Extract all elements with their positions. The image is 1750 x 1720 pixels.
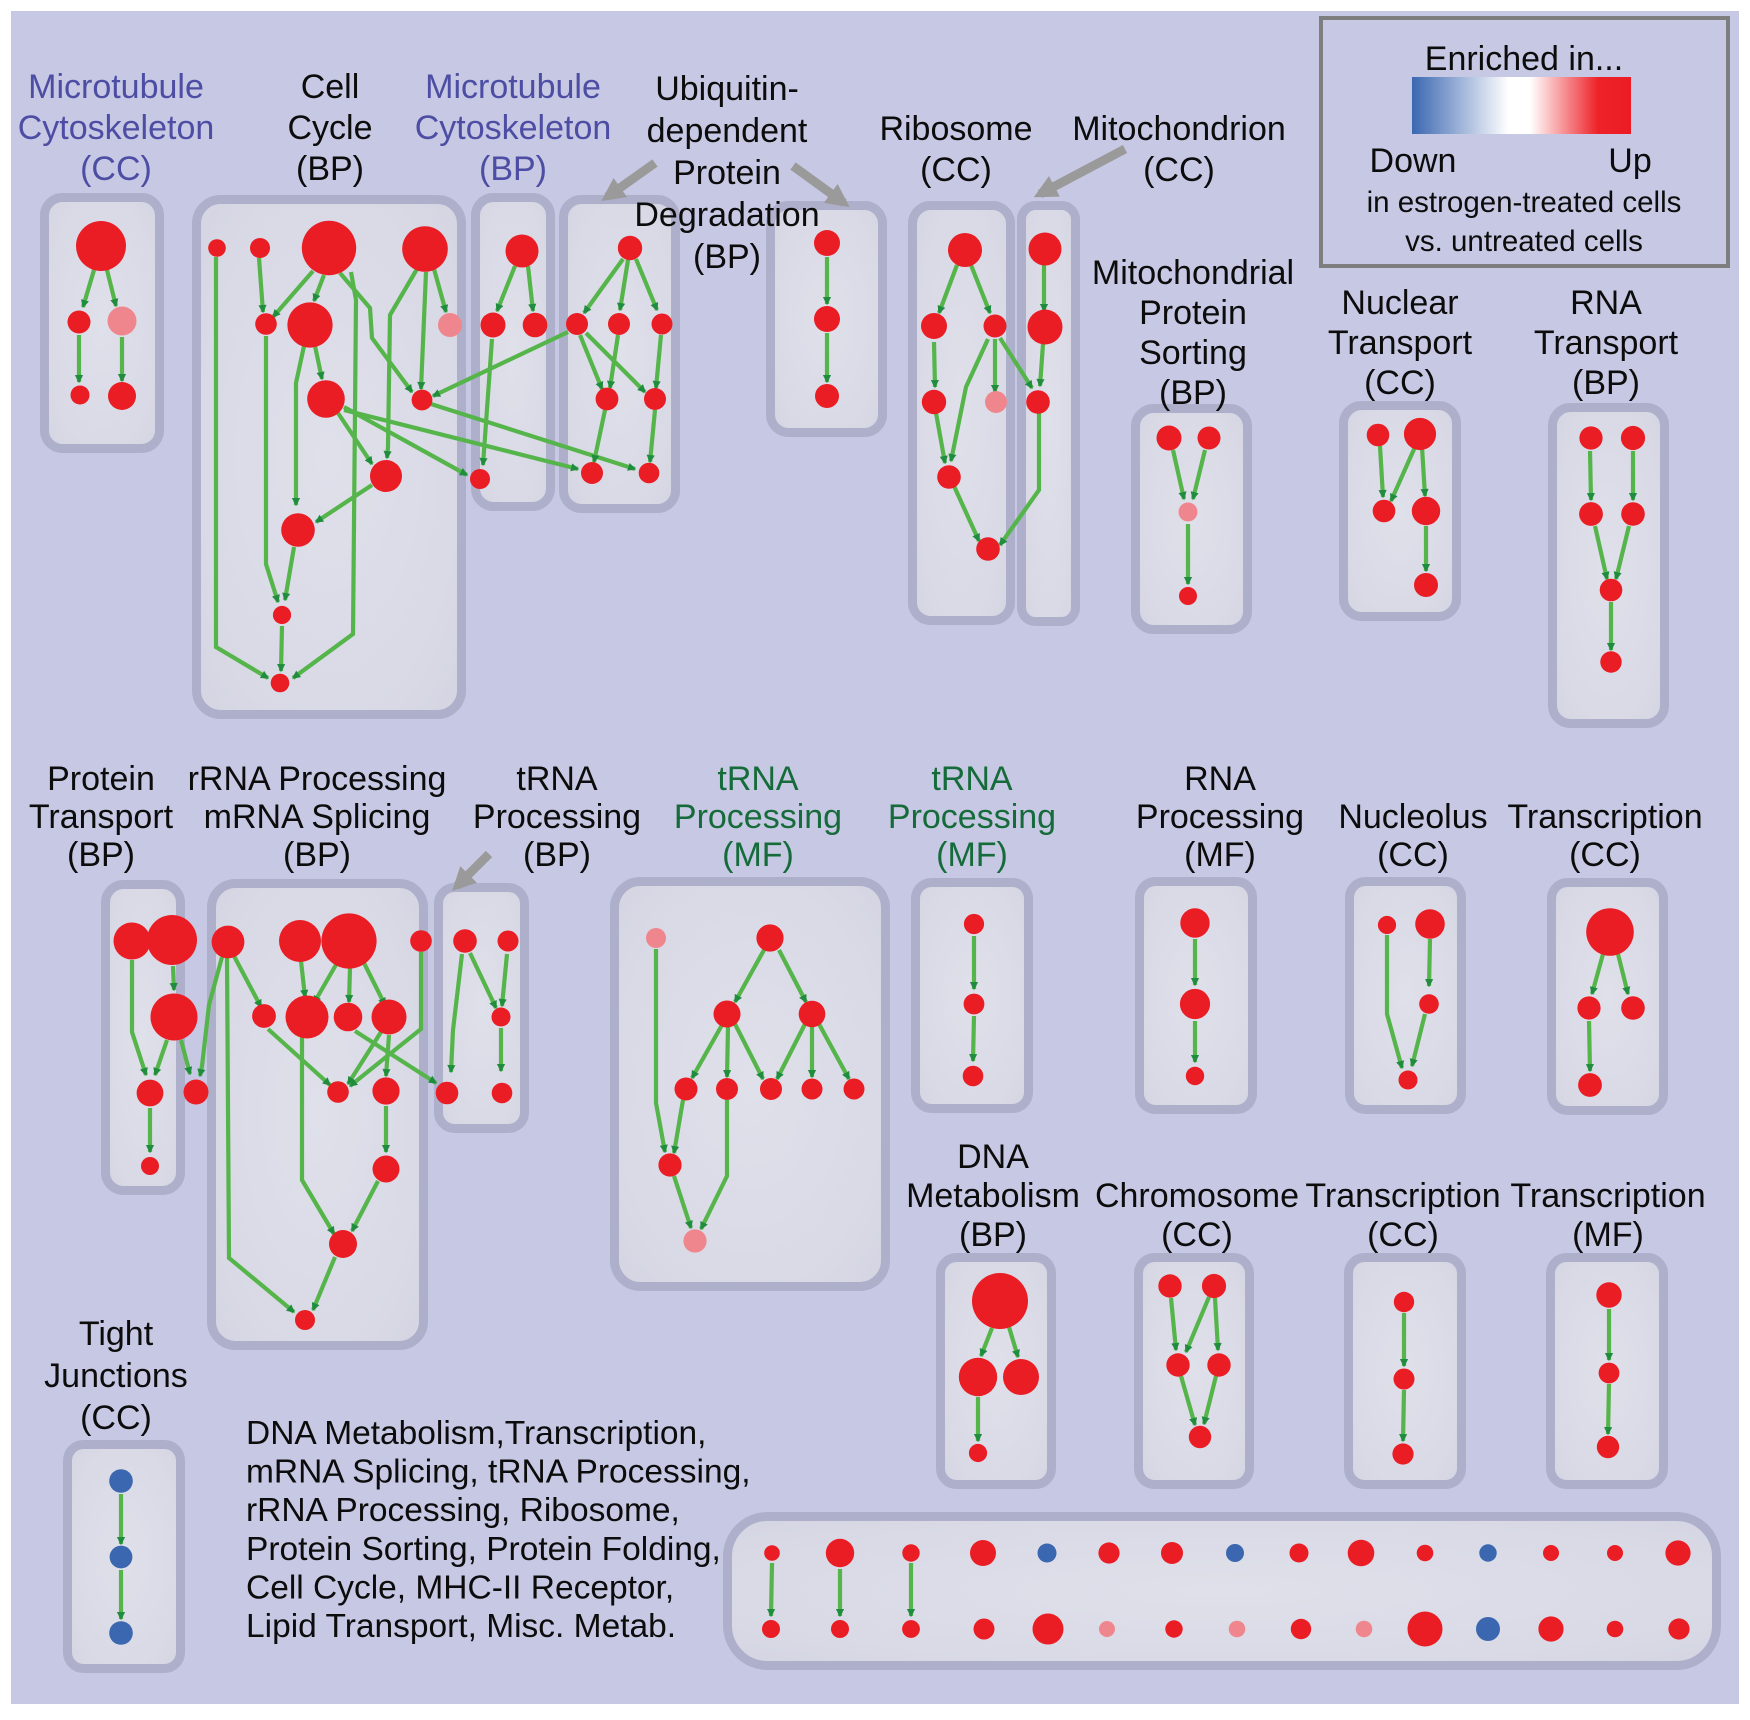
svg-text:vs. untreated cells: vs. untreated cells: [1405, 225, 1643, 258]
svg-text:in estrogen-treated cells: in estrogen-treated cells: [1367, 186, 1682, 219]
svg-text:Down: Down: [1370, 142, 1457, 180]
svg-text:Transcription(CC): Transcription (CC): [1507, 798, 1702, 874]
svg-text:Mitochondrion(CC): Mitochondrion (CC): [1072, 110, 1286, 189]
svg-text:DNA Metabolism,Transcription,m: DNA Metabolism,Transcription, mRNA Splici…: [246, 1415, 751, 1645]
svg-text:Chromosome(CC): Chromosome (CC): [1095, 1177, 1299, 1254]
svg-text:Enriched in...: Enriched in...: [1425, 40, 1623, 78]
svg-text:Ribosome(CC): Ribosome (CC): [879, 110, 1032, 189]
svg-text:Up: Up: [1608, 142, 1651, 180]
svg-text:Transcription(CC): Transcription (CC): [1305, 1177, 1500, 1254]
svg-text:Transcription(MF): Transcription (MF): [1510, 1177, 1705, 1254]
svg-text:Nucleolus(CC): Nucleolus (CC): [1338, 798, 1487, 874]
